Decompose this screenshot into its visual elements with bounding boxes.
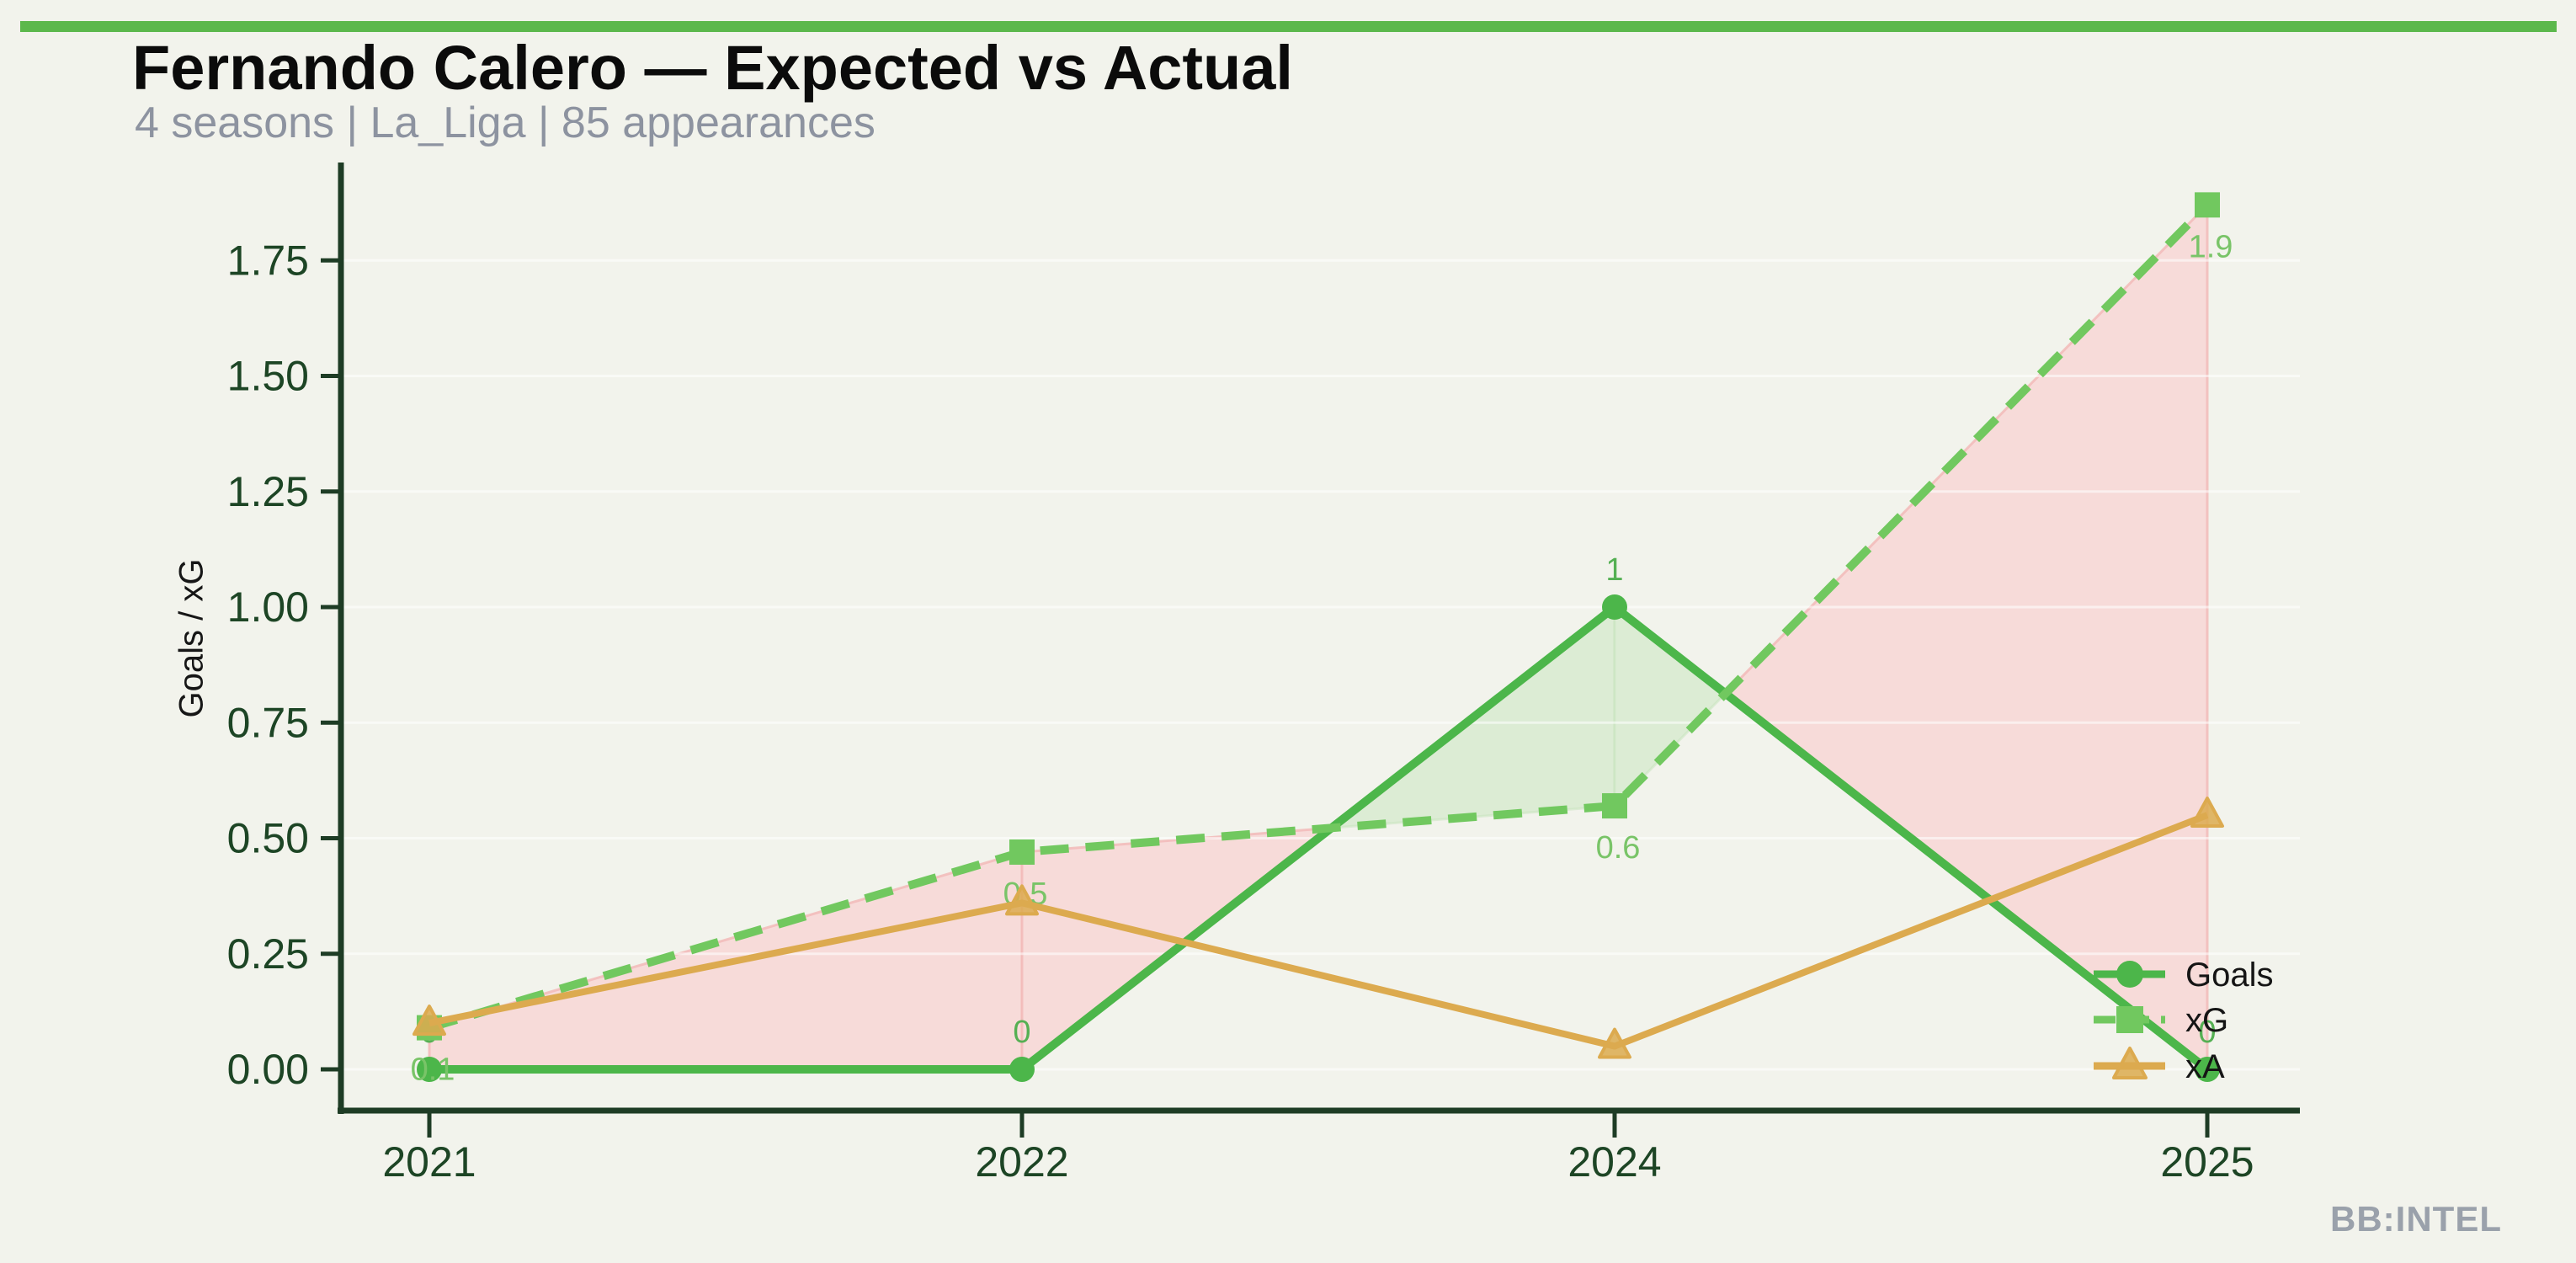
data-point-xg-2025 xyxy=(2195,192,2220,218)
y-tick-label: 0.75 xyxy=(227,699,309,746)
data-point-xa-2022 xyxy=(1005,884,1039,916)
accent-top-bar xyxy=(20,21,2557,32)
y-tick-label: 1.75 xyxy=(227,237,309,284)
y-tick-label: 1.00 xyxy=(227,584,309,631)
x-tick-label: 2021 xyxy=(382,1138,476,1186)
data-label-xg-2024: 0.6 xyxy=(1596,830,1641,866)
legend-label-goals: Goals xyxy=(2185,957,2274,994)
series-line-goals xyxy=(429,603,2211,1074)
data-point-xa-2024 xyxy=(1598,1027,1631,1059)
x-tick-label: 2022 xyxy=(975,1138,1068,1186)
data-point-xa-2021 xyxy=(412,1005,446,1037)
y-tick-label: 1.50 xyxy=(227,353,309,400)
y-tick-label: 1.25 xyxy=(227,468,309,515)
legend-marker-xg xyxy=(2116,1006,2143,1033)
data-point-xg-2022 xyxy=(1009,839,1035,865)
data-point-goals-2022 xyxy=(1009,1057,1035,1082)
page-title: Fernando Calero — Expected vs Actual xyxy=(132,33,1293,103)
data-label-goals-2025: 0 xyxy=(2198,1015,2216,1050)
y-tick-label: 0.00 xyxy=(227,1046,309,1093)
data-point-xg-2024 xyxy=(1602,793,1627,819)
legend-marker-xa xyxy=(2112,1047,2148,1079)
legend-label-xg: xG xyxy=(2185,1002,2228,1039)
series-xa xyxy=(412,797,2224,1059)
data-point-goals-2025 xyxy=(2195,1057,2220,1082)
data-point-goals-2021 xyxy=(417,1057,442,1082)
data-label-goals-2024: 1 xyxy=(1605,552,1623,588)
data-point-goals-2024 xyxy=(1602,594,1627,620)
legend-marker-goals xyxy=(2116,961,2143,988)
legend-label-xa: xA xyxy=(2185,1048,2225,1085)
fill-regions xyxy=(428,203,2209,1071)
data-label-xg-2021: 0.1 xyxy=(411,1052,455,1088)
data-label-xg-2025: 1.9 xyxy=(2189,229,2233,264)
legend: Goals xG xA xyxy=(2094,957,2274,1085)
series-xg: 0.10.50.61.9 xyxy=(411,192,2233,1088)
page-subtitle: 4 seasons | La_Liga | 85 appearances xyxy=(135,99,876,147)
data-label-goals-2022: 0 xyxy=(1013,1015,1030,1050)
legend-item-xg: xG xyxy=(2094,1002,2228,1039)
fill-region-xg-above xyxy=(1724,203,2209,1071)
legend-item-xa: xA xyxy=(2094,1047,2225,1085)
x-tick-label: 2024 xyxy=(1567,1138,1661,1186)
series-line-xa xyxy=(428,812,2209,1050)
watermark-logo: BB:INTEL xyxy=(2330,1199,2502,1239)
fill-region-goals-above xyxy=(1613,605,1727,807)
series-line-xg xyxy=(428,201,2211,1032)
y-tick-label: 0.50 xyxy=(227,815,309,862)
legend-item-goals: Goals xyxy=(2094,957,2274,994)
y-tick-label: 0.25 xyxy=(227,930,309,978)
x-tick-label: 2025 xyxy=(2160,1138,2254,1186)
axes: 0.00 0.25 0.50 0.75 1.00 1.25 1.50 1.75 2021 2022… xyxy=(227,163,2300,1186)
data-point-xa-2025 xyxy=(2190,797,2224,829)
